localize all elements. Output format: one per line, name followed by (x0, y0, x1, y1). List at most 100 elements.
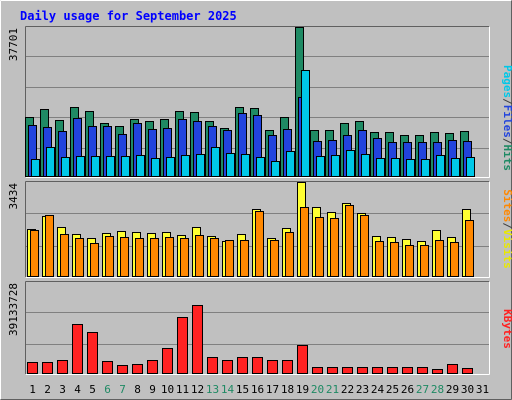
bar-kbytes-kbytes-day-16 (252, 357, 263, 374)
bar-visits-sites-day-17 (270, 240, 279, 277)
bar-kbytes-kbytes-day-8 (132, 364, 143, 374)
legend-visits-part: / (501, 222, 512, 229)
legend-hits-part: Files (501, 105, 512, 138)
bar-hits-pages-day-4 (76, 156, 85, 177)
day-label-24: 24 (371, 383, 385, 396)
day-label-4: 4 (74, 383, 81, 396)
bar-visits-sites-day-22 (345, 205, 354, 277)
day-label-14: 14 (221, 383, 235, 396)
bar-hits-pages-day-13 (211, 147, 220, 177)
legend-visits-part: Sites (501, 189, 512, 222)
bar-kbytes-kbytes-day-2 (42, 362, 53, 374)
bar-kbytes-kbytes-day-27 (417, 367, 428, 374)
bar-hits-pages-day-17 (271, 161, 280, 177)
legend-hits-part: / (501, 138, 512, 145)
bar-hits-pages-day-16 (256, 157, 265, 177)
day-label-16: 16 (251, 383, 264, 396)
day-label-15: 15 (236, 383, 249, 396)
day-label-28: 28 (431, 383, 444, 396)
day-label-6: 6 (104, 383, 111, 396)
legend-kbytes: KBytes (501, 309, 512, 349)
bar-hits-pages-day-29 (451, 158, 460, 177)
bar-hits-pages-day-21 (331, 155, 340, 177)
legend-visits: Sites/Visits (501, 189, 512, 269)
bar-hits-pages-day-8 (136, 155, 145, 177)
bar-kbytes-kbytes-day-29 (447, 364, 458, 374)
bar-hits-pages-day-24 (376, 158, 385, 177)
day-label-30: 30 (461, 383, 474, 396)
day-label-5: 5 (89, 383, 96, 396)
day-label-12: 12 (191, 383, 204, 396)
bar-kbytes-kbytes-day-4 (72, 324, 83, 374)
bar-kbytes-kbytes-day-28 (432, 369, 443, 374)
bar-visits-sites-day-24 (375, 241, 384, 277)
bar-hits-pages-day-7 (121, 156, 130, 177)
day-label-7: 7 (119, 383, 126, 396)
bar-hits-pages-day-5 (91, 156, 100, 177)
bar-visits-sites-day-26 (405, 245, 414, 277)
ymax-label-hits: 37701 (7, 28, 20, 61)
bar-visits-sites-day-6 (105, 236, 114, 277)
bar-hits-pages-day-20 (316, 156, 325, 177)
bar-kbytes-kbytes-day-1 (27, 362, 38, 374)
day-label-23: 23 (356, 383, 369, 396)
bar-visits-sites-day-18 (285, 232, 294, 277)
day-label-13: 13 (206, 383, 219, 396)
bar-visits-sites-day-28 (435, 240, 444, 277)
bar-visits-sites-day-7 (120, 237, 129, 277)
bar-kbytes-kbytes-day-21 (327, 367, 338, 374)
legend-visits-part: Visits (501, 229, 512, 269)
legend-kbytes-part: KBytes (501, 309, 512, 349)
bar-hits-pages-day-14 (226, 153, 235, 177)
bar-hits-pages-day-30 (466, 157, 475, 177)
bar-hits-pages-day-10 (166, 157, 175, 177)
day-label-25: 25 (386, 383, 399, 396)
day-label-21: 21 (326, 383, 339, 396)
day-label-26: 26 (401, 383, 414, 396)
bar-kbytes-kbytes-day-5 (87, 332, 98, 374)
bar-visits-sites-day-19 (300, 207, 309, 277)
bar-kbytes-kbytes-day-10 (162, 348, 173, 374)
day-label-2: 2 (44, 383, 51, 396)
panel-hits: 37701 Pages/Files/Hits (7, 26, 512, 178)
bar-visits-sites-day-16 (255, 211, 264, 277)
day-label-31: 31 (476, 383, 489, 396)
bar-hits-pages-day-23 (361, 154, 370, 177)
legend-hits-part: Hits (501, 145, 512, 172)
day-label-9: 9 (149, 383, 156, 396)
bar-kbytes-kbytes-day-20 (312, 367, 323, 374)
bar-visits-sites-day-30 (465, 220, 474, 277)
bar-hits-pages-day-1 (31, 159, 40, 177)
bar-kbytes-kbytes-day-30 (462, 368, 473, 374)
bar-hits-pages-day-2 (46, 147, 55, 177)
bar-kbytes-kbytes-day-15 (237, 357, 248, 374)
chart-title: Daily usage for September 2025 (20, 9, 237, 23)
bar-visits-sites-day-11 (180, 238, 189, 277)
bar-visits-sites-day-3 (60, 234, 69, 277)
bar-hits-pages-day-3 (61, 157, 70, 177)
bar-visits-sites-day-25 (390, 242, 399, 277)
bar-visits-sites-day-8 (135, 238, 144, 277)
bar-visits-sites-day-23 (360, 215, 369, 277)
panel-visits: 3434 Sites/Visits (7, 181, 512, 278)
bar-kbytes-kbytes-day-18 (282, 360, 293, 374)
bar-visits-sites-day-9 (150, 238, 159, 277)
bar-hits-pages-day-6 (106, 156, 115, 177)
legend-hits: Pages/Files/Hits (501, 65, 512, 171)
bar-kbytes-kbytes-day-6 (102, 361, 113, 374)
bar-kbytes-kbytes-day-9 (147, 360, 158, 374)
day-label-18: 18 (281, 383, 294, 396)
bar-visits-sites-day-29 (450, 242, 459, 277)
bar-kbytes-kbytes-day-19 (297, 345, 308, 374)
bar-hits-pages-day-27 (421, 159, 430, 177)
bar-kbytes-kbytes-day-22 (342, 367, 353, 374)
bar-kbytes-kbytes-day-25 (387, 367, 398, 374)
day-label-19: 19 (296, 383, 309, 396)
day-label-1: 1 (29, 383, 36, 396)
bar-hits-pages-day-9 (151, 158, 160, 177)
bar-hits-pages-day-25 (391, 158, 400, 177)
bar-kbytes-kbytes-day-13 (207, 357, 218, 374)
bar-hits-pages-day-12 (196, 154, 205, 177)
day-label-20: 20 (311, 383, 324, 396)
bar-visits-sites-day-14 (225, 240, 234, 277)
